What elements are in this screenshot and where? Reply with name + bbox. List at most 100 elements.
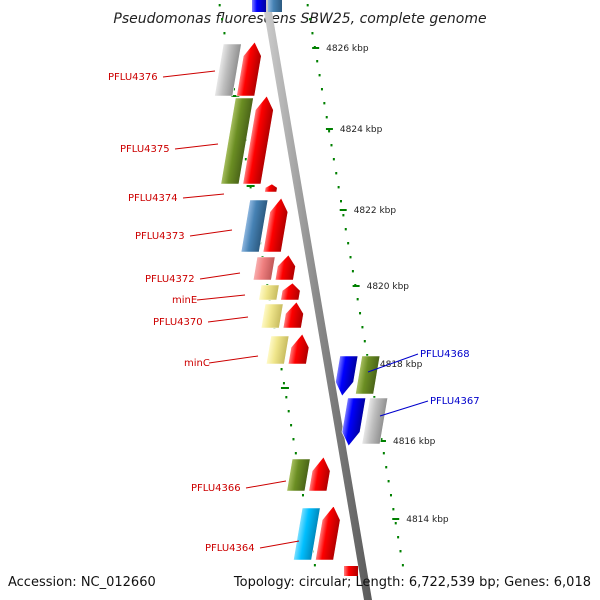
tick-label: 4826 kbp (326, 44, 369, 54)
label-leader (208, 355, 259, 364)
cog-bar-PFLU4373[interactable] (240, 199, 269, 253)
gene-label-PFLU4372[interactable]: PFLU4372 (145, 274, 195, 285)
cog-bar-PFLU4372[interactable] (252, 256, 276, 281)
minor-tick (320, 88, 323, 91)
gene-labels: PFLU4376 PFLU4375 PFLU4374 PFLU4373 PFLU4372… (108, 70, 480, 554)
minor-tick (359, 312, 362, 315)
minor-tick (218, 4, 221, 7)
minor-tick (313, 564, 316, 567)
cog-bar-PFLU4375[interactable] (220, 97, 254, 185)
gene-arrow-PFLU4364[interactable] (315, 505, 342, 561)
minor-tick (287, 410, 290, 413)
cog-bar-PFLU4376[interactable] (214, 43, 242, 97)
gene-label-PFLU4364[interactable]: PFLU4364 (205, 543, 255, 554)
tick-label: 4820 kbp (367, 282, 410, 292)
gene-label-PFLU4367[interactable]: PFLU4367 (430, 396, 480, 407)
genome-backbone (262, 0, 372, 600)
minor-tick (280, 368, 283, 371)
gene-label-PFLU4366[interactable]: PFLU4366 (191, 483, 241, 494)
minor-tick (351, 270, 354, 273)
gene-arrow-minE[interactable] (280, 282, 302, 301)
gene-features (214, 0, 389, 576)
cog-bar-minC[interactable] (265, 335, 290, 365)
tick-label: 4818 kbp (380, 360, 423, 370)
gene-label-PFLU4370[interactable]: PFLU4370 (153, 317, 203, 328)
minor-tick (389, 494, 392, 497)
minor-tick (292, 438, 295, 441)
minor-tick (223, 32, 226, 35)
gene-arrow-minC[interactable] (287, 333, 311, 365)
cog-bar-cropped[interactable] (268, 0, 282, 12)
minor-tick (318, 74, 321, 77)
gene-arrow-cropped[interactable] (344, 566, 358, 576)
minor-tick (380, 438, 383, 441)
minor-tick (221, 18, 224, 21)
minor-tick (387, 480, 390, 483)
gene-arrow-PFLU4374[interactable] (264, 183, 278, 193)
gene-arrow-PFLU4376[interactable] (236, 41, 264, 97)
label-leader (162, 70, 216, 78)
minor-tick (342, 214, 345, 217)
gene-arrow-PFLU4366[interactable] (308, 456, 333, 492)
gene-arrow-PFLU4375[interactable] (242, 95, 276, 185)
minor-tick (356, 298, 359, 301)
minor-tick (282, 382, 285, 385)
minor-tick (325, 116, 328, 119)
tick-label: 4814 kbp (406, 515, 449, 525)
gene-label-PFLU4375[interactable]: PFLU4375 (120, 144, 170, 155)
gene-label-PFLU4373[interactable]: PFLU4373 (135, 231, 185, 242)
minor-tick (335, 172, 338, 175)
minor-tick (249, 186, 252, 189)
minor-tick (344, 228, 347, 231)
minor-tick (382, 452, 385, 455)
gene-arrow-PFLU4367[interactable] (340, 397, 367, 447)
gene-label-PFLU4376[interactable]: PFLU4376 (108, 72, 158, 83)
label-leader (174, 143, 219, 150)
cog-bar-minE[interactable] (258, 284, 280, 301)
gene-label-PFLU4368[interactable]: PFLU4368 (420, 349, 470, 360)
gene-arrow-PFLU4370[interactable] (282, 301, 305, 329)
minor-tick (316, 60, 319, 63)
cog-bar-PFLU4367[interactable] (361, 397, 389, 445)
label-leader (367, 353, 419, 373)
gene-label-PFLU4374[interactable]: PFLU4374 (128, 193, 178, 204)
minor-tick (349, 256, 352, 259)
minor-tick (401, 564, 404, 567)
tick-label: 4822 kbp (354, 206, 397, 216)
gene-arrow-PFLU4372[interactable] (274, 254, 297, 281)
genome-summary: Topology: circular; Length: 6,722,539 bp… (233, 575, 591, 590)
cog-bar-PFLU4370[interactable] (260, 303, 284, 329)
gene-label-minE[interactable]: minE (172, 295, 197, 306)
accession-label: Accession: NC_012660 (8, 575, 156, 590)
minor-tick (399, 550, 402, 553)
tick-label: 4816 kbp (393, 437, 436, 447)
label-leader (245, 480, 287, 489)
minor-tick (244, 158, 247, 161)
gene-arrow-PFLU4373[interactable] (262, 197, 290, 253)
gene-arrow-cropped[interactable] (252, 0, 266, 12)
minor-tick (363, 340, 366, 343)
cog-bar-PFLU4366[interactable] (286, 458, 311, 492)
label-leader (207, 316, 249, 323)
minor-tick (290, 424, 293, 427)
label-leader (379, 400, 429, 417)
gene-label-minC[interactable]: minC (184, 358, 210, 369)
label-leader (189, 229, 233, 237)
minor-tick (394, 522, 397, 525)
minor-tick (311, 32, 314, 35)
gene-arrow-PFLU4368[interactable] (333, 355, 359, 397)
minor-tick (332, 158, 335, 161)
minor-tick (397, 536, 400, 539)
minor-tick (306, 4, 309, 7)
cog-bar-PFLU4364[interactable] (293, 507, 321, 561)
minor-tick (366, 354, 369, 357)
minor-tick (373, 396, 376, 399)
minor-tick (347, 242, 350, 245)
minor-tick (361, 326, 364, 329)
label-leader (182, 193, 225, 199)
cog-bar-PFLU4368[interactable] (355, 355, 381, 395)
tick-label: 4824 kbp (340, 125, 383, 135)
minor-tick (340, 200, 342, 203)
backbone-line (262, 0, 372, 600)
